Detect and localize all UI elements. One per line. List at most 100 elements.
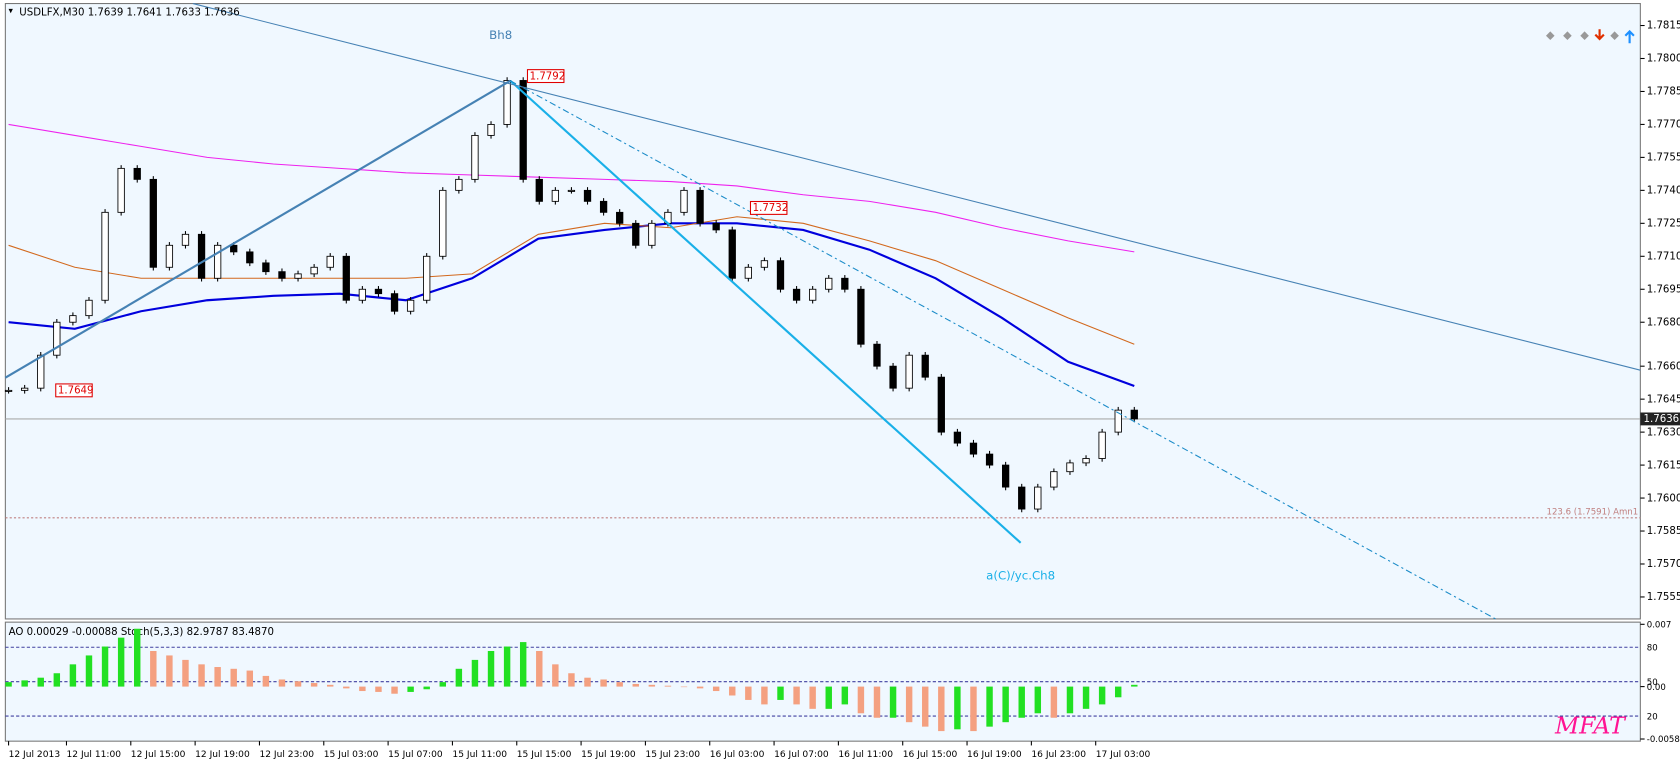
- ao-bar: [1098, 686, 1106, 705]
- diamond-icon[interactable]: [1545, 31, 1619, 40]
- ao-bar: [696, 686, 704, 689]
- candle: [101, 211, 109, 301]
- current-price-label: 1.7636: [1644, 414, 1680, 425]
- y-tick-label: 1.7555: [1647, 592, 1680, 603]
- fib-label: 123.6 (1.7591) Amn1: [1547, 508, 1639, 518]
- y-tick-label: 1.7740: [1647, 186, 1680, 197]
- stoch-level-label: 20: [1647, 712, 1658, 722]
- ao-bar: [1050, 686, 1058, 718]
- ao-bar: [262, 675, 270, 687]
- y-tick-label: 1.7570: [1647, 559, 1680, 570]
- x-tick-label: 12 Jul 11:00: [66, 750, 121, 760]
- price-tag-label: 1.7732: [753, 203, 789, 214]
- price-tag: [749, 200, 788, 215]
- candle: [567, 189, 576, 192]
- y-tick-label: 1.7725: [1647, 219, 1680, 230]
- ao-bar: [938, 686, 945, 732]
- candle: [648, 222, 656, 246]
- candle: [37, 354, 45, 389]
- candle: [632, 222, 640, 246]
- ao-bar: [712, 686, 720, 692]
- ao-bar: [664, 685, 672, 687]
- candle: [230, 244, 238, 253]
- ao-bar: [1114, 686, 1122, 698]
- candle: [728, 229, 736, 279]
- down-arrow-icon[interactable]: [1594, 29, 1605, 41]
- candle: [423, 255, 431, 301]
- ao-bar: [53, 673, 61, 687]
- x-tick-label: 15 Jul 23:00: [645, 750, 700, 760]
- candle: [85, 299, 93, 317]
- ao-bar: [519, 642, 527, 687]
- ao-bar: [922, 686, 929, 727]
- candle: [519, 80, 527, 180]
- ao-bar: [1018, 686, 1025, 718]
- candle: [905, 354, 913, 389]
- ao-tick-label: 0.00: [1647, 683, 1666, 693]
- ao-bar: [793, 686, 800, 705]
- price-tag: [55, 383, 93, 398]
- y-tick-label: 1.7755: [1647, 153, 1680, 164]
- candle: [1130, 409, 1138, 420]
- ao-bar: [182, 659, 189, 687]
- x-tick-label: 16 Jul 19:00: [967, 750, 1022, 760]
- ao-bar: [1066, 686, 1074, 714]
- y-tick-label: 1.7630: [1647, 427, 1680, 438]
- ao-bar: [278, 679, 286, 687]
- price-tag-label: 1.7792: [530, 71, 566, 82]
- menu-arrow[interactable]: [8, 8, 13, 14]
- candle: [503, 80, 511, 125]
- x-tick-label: 16 Jul 23:00: [1031, 750, 1086, 760]
- stoch-level-label: 50: [1647, 678, 1658, 688]
- ao-bar: [777, 686, 784, 700]
- ao-bar: [648, 684, 656, 687]
- y-tick-label: 1.7660: [1647, 361, 1680, 372]
- ao-bar: [873, 686, 881, 718]
- ao-bar: [1002, 686, 1009, 723]
- ao-bar: [5, 682, 12, 687]
- ao-bar: [1131, 684, 1138, 687]
- ao-bar: [134, 628, 141, 687]
- x-tick-label: 15 Jul 03:00: [324, 750, 379, 760]
- candle: [551, 189, 559, 202]
- price-tag: [526, 69, 565, 84]
- candle: [937, 376, 945, 433]
- moving-average: [8, 123, 1135, 253]
- ao-bar: [584, 677, 591, 687]
- x-tick-label: 16 Jul 15:00: [903, 750, 958, 760]
- ao-bar: [552, 664, 559, 687]
- ao-bar: [471, 659, 479, 687]
- candle: [857, 288, 865, 345]
- ao-bar: [954, 686, 961, 730]
- y-tick-label: 1.7695: [1647, 284, 1680, 295]
- candle: [246, 251, 254, 264]
- candle: [149, 178, 157, 268]
- ao-bar: [85, 655, 93, 687]
- candle: [4, 389, 13, 392]
- candle: [406, 299, 415, 312]
- current-price-box: [1640, 412, 1680, 426]
- candle: [792, 288, 801, 301]
- y-tick-label: 1.7600: [1647, 493, 1680, 504]
- candle: [712, 222, 720, 231]
- candle: [21, 387, 29, 391]
- candle: [342, 255, 350, 301]
- candle: [278, 271, 286, 279]
- ao-bar: [680, 686, 688, 688]
- candle: [760, 260, 769, 268]
- candle: [889, 365, 897, 389]
- x-tick-label: 15 Jul 07:00: [388, 750, 443, 760]
- ao-bar: [857, 686, 865, 714]
- ao-bar: [294, 681, 302, 687]
- ao-bar: [889, 686, 897, 718]
- ao-bar: [423, 686, 430, 690]
- candle: [953, 431, 962, 444]
- candle: [535, 178, 543, 202]
- candle: [358, 288, 367, 301]
- candle: [825, 277, 833, 290]
- ao-bar: [616, 682, 623, 687]
- candle: [969, 442, 978, 455]
- up-arrow-icon[interactable]: [1624, 29, 1635, 44]
- candle: [583, 189, 592, 202]
